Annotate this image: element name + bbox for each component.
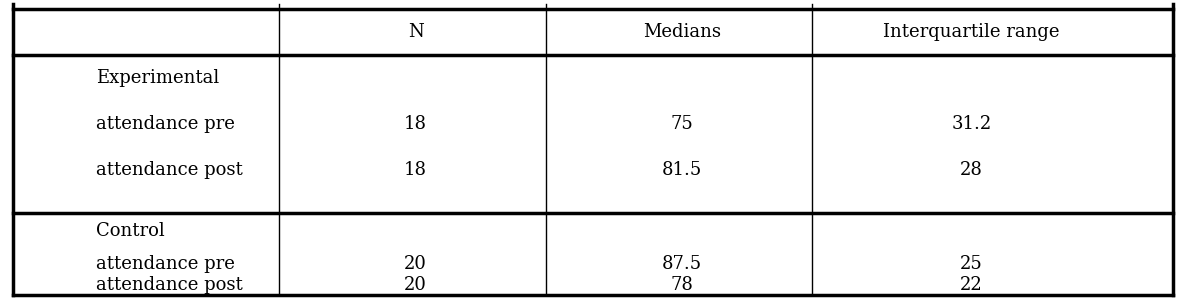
Text: 78: 78 xyxy=(670,276,693,294)
Text: attendance pre: attendance pre xyxy=(96,115,235,133)
Text: 75: 75 xyxy=(670,115,693,133)
Text: Interquartile range: Interquartile range xyxy=(884,23,1060,41)
Text: 28: 28 xyxy=(961,161,983,179)
Text: 81.5: 81.5 xyxy=(662,161,702,179)
Text: Experimental: Experimental xyxy=(96,69,219,87)
Text: 18: 18 xyxy=(404,115,427,133)
Text: 18: 18 xyxy=(404,161,427,179)
Text: Medians: Medians xyxy=(643,23,721,41)
Text: attendance post: attendance post xyxy=(96,161,243,179)
Text: 20: 20 xyxy=(404,276,427,294)
Text: attendance pre: attendance pre xyxy=(96,255,235,273)
Text: 20: 20 xyxy=(404,255,427,273)
Text: attendance post: attendance post xyxy=(96,276,243,294)
Text: 22: 22 xyxy=(961,276,983,294)
Text: Control: Control xyxy=(96,222,165,240)
Text: 31.2: 31.2 xyxy=(951,115,991,133)
Text: N: N xyxy=(408,23,423,41)
Text: 87.5: 87.5 xyxy=(662,255,702,273)
Text: 25: 25 xyxy=(961,255,983,273)
